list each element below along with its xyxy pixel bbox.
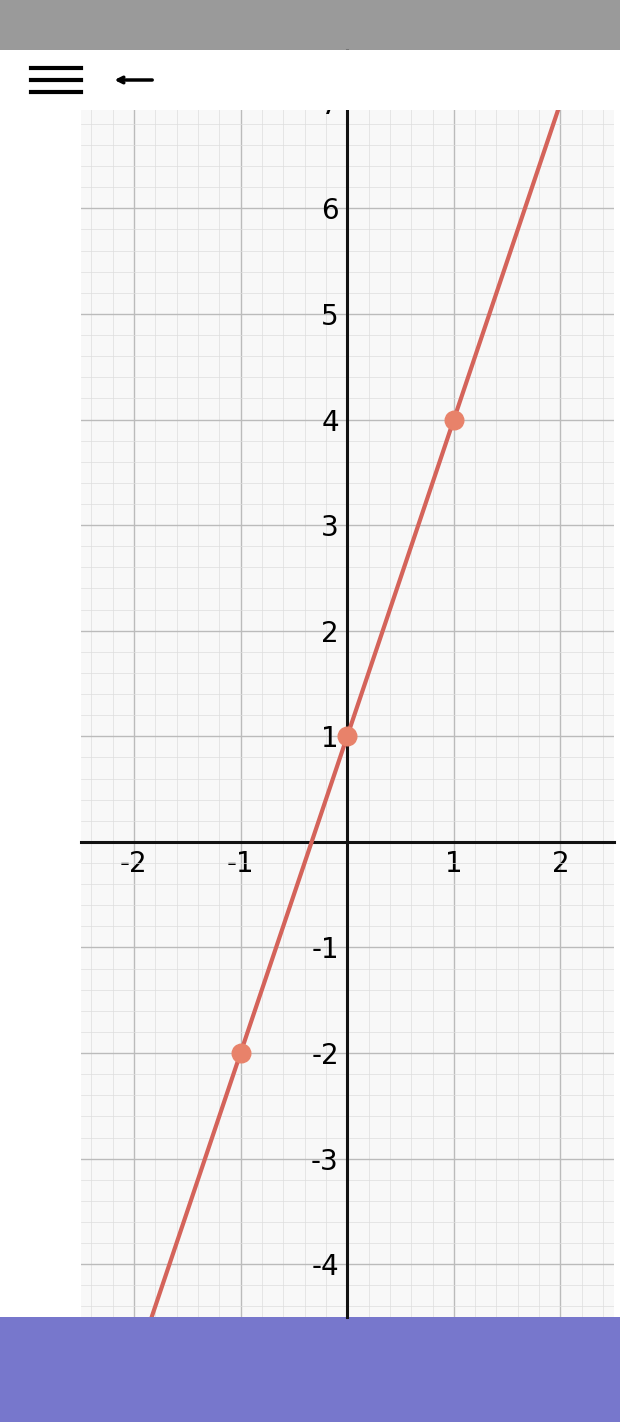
Point bbox=[342, 725, 352, 748]
Point bbox=[449, 408, 459, 431]
Point bbox=[236, 1042, 246, 1065]
